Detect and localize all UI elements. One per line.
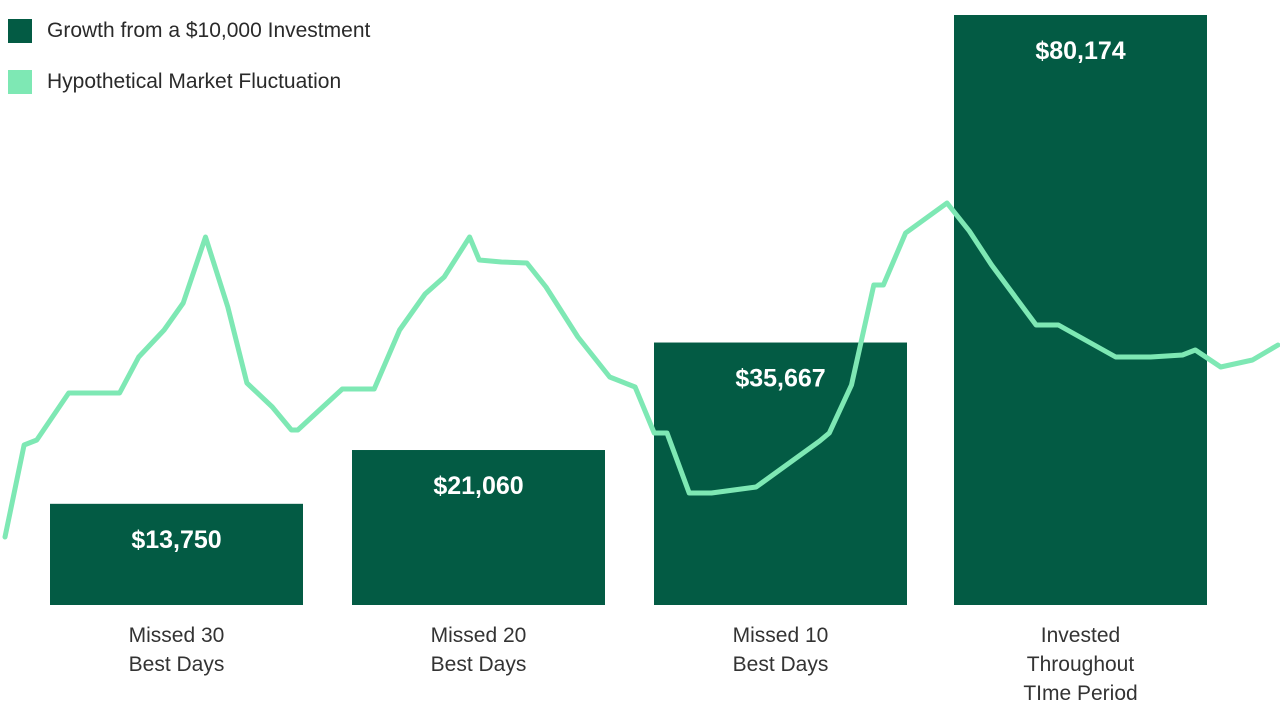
category-label-3-line-2: Best Days	[733, 653, 829, 676]
category-label-4-line-2: Throughout	[1027, 653, 1135, 676]
legend: Growth from a $10,000 Investment Hypothe…	[8, 18, 370, 120]
category-label-1-line-1: Missed 30	[129, 624, 225, 647]
legend-label-fluctuation: Hypothetical Market Fluctuation	[47, 70, 342, 93]
fluctuation-line	[2, 200, 1280, 540]
bar-value-label-2: $21,060	[433, 472, 523, 500]
legend-swatch-fluctuation	[8, 70, 32, 94]
bar-3	[654, 342, 907, 605]
bar-value-label-3: $35,667	[735, 365, 825, 393]
category-labels-layer: Missed 30 Best Days Missed 20 Best Days Miss…	[129, 624, 1138, 705]
category-label-1-line-2: Best Days	[129, 653, 225, 676]
bar-4	[954, 15, 1207, 605]
legend-label-growth: Growth from a $10,000 Investment	[47, 19, 371, 42]
bars-layer	[50, 15, 1207, 605]
category-label-3-line-1: Missed 10	[733, 624, 829, 647]
bar-value-label-4: $80,174	[1035, 37, 1125, 65]
legend-item-fluctuation: Hypothetical Market Fluctuation	[8, 69, 370, 95]
category-label-4-line-1: Invested	[1041, 624, 1120, 647]
bar-value-label-1: $13,750	[131, 526, 221, 554]
category-label-4-line-3: TIme Period	[1023, 682, 1137, 705]
legend-swatch-growth	[8, 19, 32, 43]
bar-2	[352, 450, 605, 605]
bar-1	[50, 503, 303, 605]
category-label-2-line-2: Best Days	[431, 653, 527, 676]
legend-item-growth: Growth from a $10,000 Investment	[8, 18, 370, 44]
fluctuation-line-layer	[2, 200, 1280, 540]
value-labels-layer: $13,750 $21,060 $35,667 $80,174	[131, 37, 1125, 554]
category-label-2-line-1: Missed 20	[431, 624, 527, 647]
